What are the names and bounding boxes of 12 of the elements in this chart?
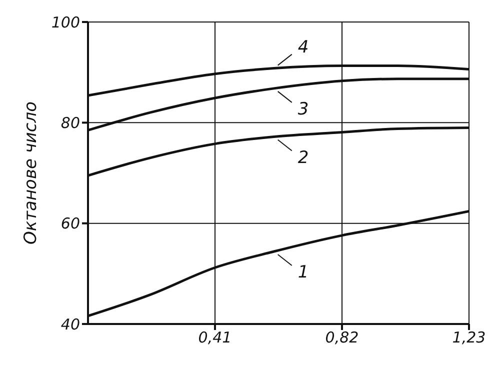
y-tick-label: 80 xyxy=(60,114,80,132)
x-tick-label: 1,23 xyxy=(452,328,486,347)
legend-label: 1 xyxy=(298,262,309,283)
y-tick-label: 100 xyxy=(51,13,80,32)
legend-label: 3 xyxy=(298,99,309,120)
x-tick-label: 0,41 xyxy=(198,328,232,347)
x-tick-label: 0,82 xyxy=(325,328,359,347)
legend-label: 2 xyxy=(298,148,309,168)
y-tick-label: 40 xyxy=(60,315,80,334)
y-axis-title: Октанове число xyxy=(21,101,42,245)
series-label: 4 xyxy=(298,37,309,58)
y-tick-label: 60 xyxy=(60,214,80,233)
